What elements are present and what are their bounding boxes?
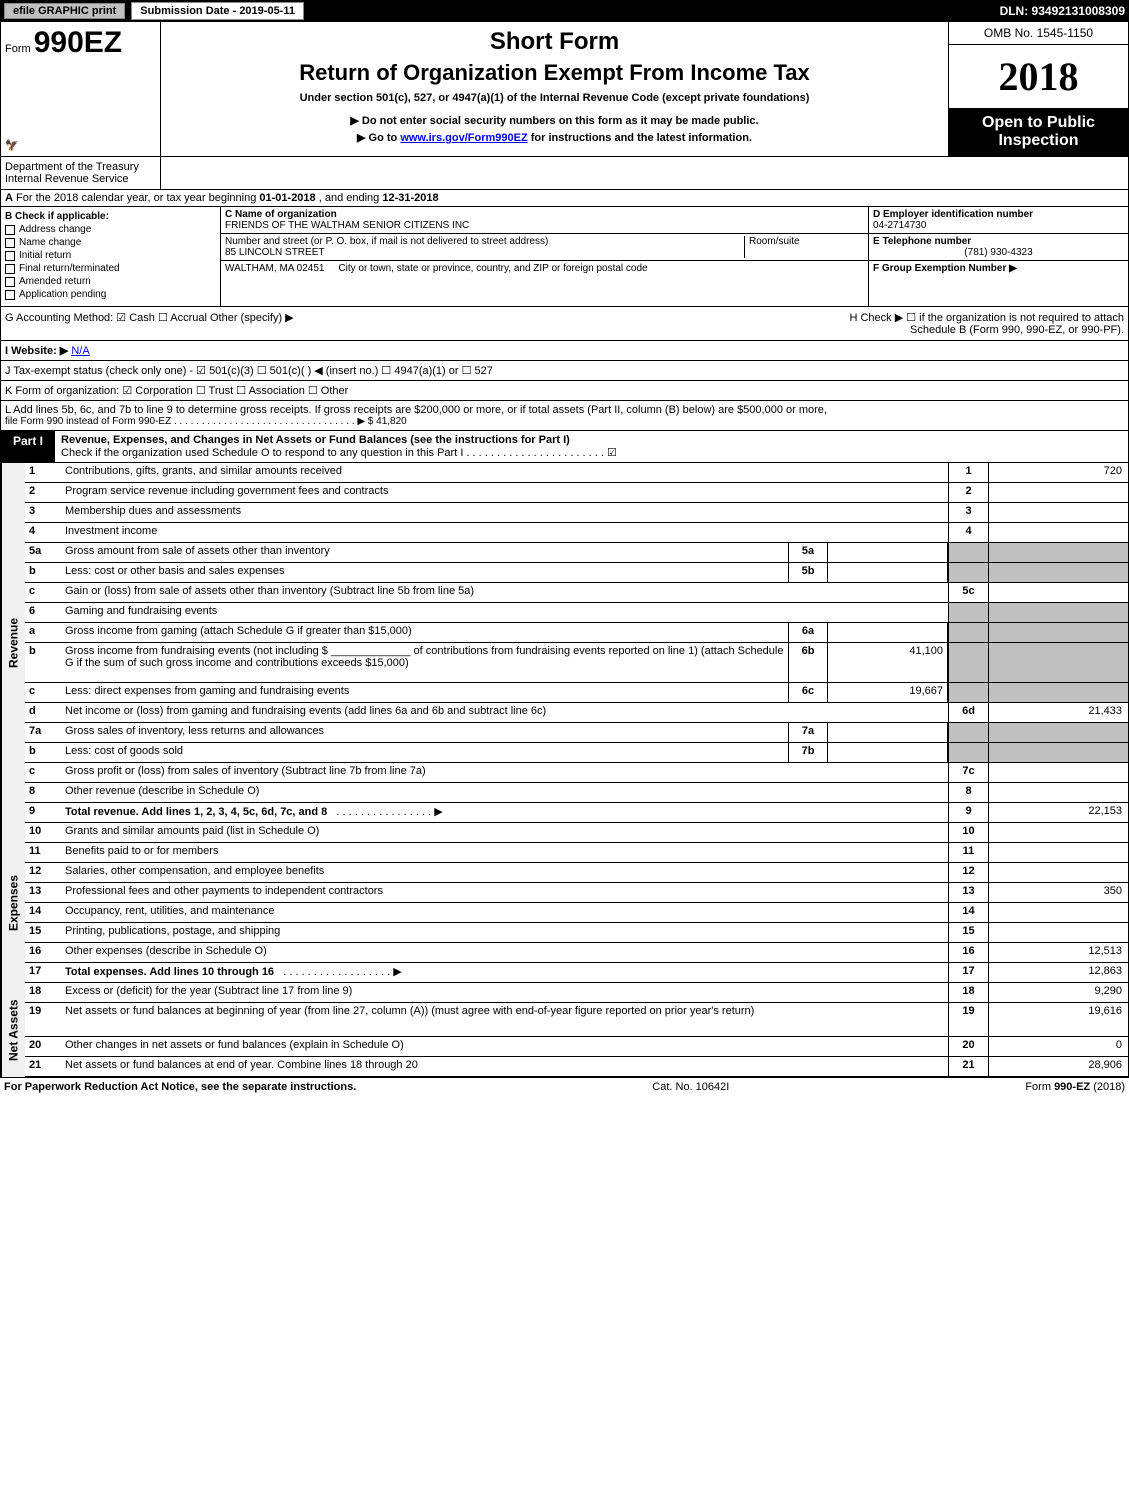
line-7a: 7aGross sales of inventory, less returns… <box>25 723 1128 743</box>
check-final-return[interactable]: Final return/terminated <box>5 263 216 274</box>
line-2: 2Program service revenue including gover… <box>25 483 1128 503</box>
line-10: 10Grants and similar amounts paid (list … <box>25 823 1128 843</box>
accounting-method: G Accounting Method: ☑ Cash ☐ Accrual Ot… <box>5 311 294 336</box>
line-5a: 5aGross amount from sale of assets other… <box>25 543 1128 563</box>
main-table: Revenue 1Contributions, gifts, grants, a… <box>0 463 1129 1077</box>
form-ref: Form 990-EZ (2018) <box>1025 1081 1125 1093</box>
dln: DLN: 93492131008309 <box>1000 4 1125 18</box>
short-form-title: Short Form <box>167 28 942 56</box>
line-17: 17Total expenses. Add lines 10 through 1… <box>25 963 1128 983</box>
subtitle: Under section 501(c), 527, or 4947(a)(1)… <box>167 92 942 104</box>
line-12: 12Salaries, other compensation, and empl… <box>25 863 1128 883</box>
line-6c: cLess: direct expenses from gaming and f… <box>25 683 1128 703</box>
top-bar: efile GRAPHIC print Submission Date - 20… <box>0 0 1129 22</box>
ein: 04-2714730 <box>873 220 926 231</box>
line-4: 4Investment income4 <box>25 523 1128 543</box>
org-street: 85 LINCOLN STREET <box>225 247 324 258</box>
line-1: 1Contributions, gifts, grants, and simil… <box>25 463 1128 483</box>
line-6a: aGross income from gaming (attach Schedu… <box>25 623 1128 643</box>
line-21: 21Net assets or fund balances at end of … <box>25 1057 1128 1077</box>
row-l: L Add lines 5b, 6c, and 7b to line 9 to … <box>0 401 1129 431</box>
cat-no: Cat. No. 10642I <box>652 1081 729 1093</box>
check-initial-return[interactable]: Initial return <box>5 250 216 261</box>
efile-print-button[interactable]: efile GRAPHIC print <box>4 3 125 19</box>
row-h: H Check ▶ ☐ if the organization is not r… <box>844 311 1124 336</box>
line-18: 18Excess or (deficit) for the year (Subt… <box>25 983 1128 1003</box>
expenses-section: Expenses 10Grants and similar amounts pa… <box>1 823 1128 983</box>
page-footer: For Paperwork Reduction Act Notice, see … <box>0 1077 1129 1096</box>
line-6d: dNet income or (loss) from gaming and fu… <box>25 703 1128 723</box>
row-k: K Form of organization: ☑ Corporation ☐ … <box>0 381 1129 401</box>
check-application-pending[interactable]: Application pending <box>5 289 216 300</box>
line-6b: bGross income from fundraising events (n… <box>25 643 1128 683</box>
omb-number: OMB No. 1545-1150 <box>949 22 1128 45</box>
check-amended-return[interactable]: Amended return <box>5 276 216 287</box>
check-address-change[interactable]: Address change <box>5 224 216 235</box>
check-name-change[interactable]: Name change <box>5 237 216 248</box>
line-8: 8Other revenue (describe in Schedule O)8 <box>25 783 1128 803</box>
expenses-label: Expenses <box>1 823 25 983</box>
line-9: 9Total revenue. Add lines 1, 2, 3, 4, 5c… <box>25 803 1128 823</box>
paperwork-notice: For Paperwork Reduction Act Notice, see … <box>4 1081 356 1093</box>
form-number: 990EZ <box>34 26 122 59</box>
part-1-header: Part I Revenue, Expenses, and Changes in… <box>0 431 1129 463</box>
line-11: 11Benefits paid to or for members11 <box>25 843 1128 863</box>
form-prefix: Form <box>5 43 31 55</box>
line-5b: bLess: cost or other basis and sales exp… <box>25 563 1128 583</box>
line-6: 6Gaming and fundraising events <box>25 603 1128 623</box>
revenue-label: Revenue <box>1 463 25 823</box>
tax-year: 2018 <box>949 45 1128 108</box>
main-title: Return of Organization Exempt From Incom… <box>167 60 942 86</box>
row-g-h: G Accounting Method: ☑ Cash ☐ Accrual Ot… <box>0 307 1129 341</box>
phone: (781) 930-4323 <box>873 247 1124 258</box>
row-i: I Website: ▶ N/A <box>0 341 1129 361</box>
line-19: 19Net assets or fund balances at beginni… <box>25 1003 1128 1037</box>
form-header: Form 990EZ 🦅 Short Form Return of Organi… <box>0 22 1129 157</box>
line-16: 16Other expenses (describe in Schedule O… <box>25 943 1128 963</box>
line-13: 13Professional fees and other payments t… <box>25 883 1128 903</box>
line-5c: cGain or (loss) from sale of assets othe… <box>25 583 1128 603</box>
instr-line-2: ▶ Go to www.irs.gov/Form990EZ for instru… <box>167 131 942 144</box>
instr-line-1: ▶ Do not enter social security numbers o… <box>167 114 942 127</box>
line-7c: cGross profit or (loss) from sales of in… <box>25 763 1128 783</box>
column-d-e-f: D Employer identification number04-27147… <box>868 207 1128 306</box>
dept-treasury: Department of the Treasury <box>5 161 156 173</box>
revenue-section: Revenue 1Contributions, gifts, grants, a… <box>1 463 1128 823</box>
line-3: 3Membership dues and assessments3 <box>25 503 1128 523</box>
line-7b: bLess: cost of goods sold7b <box>25 743 1128 763</box>
eagle-icon: 🦅 <box>5 139 156 152</box>
irs-link[interactable]: www.irs.gov/Form990EZ <box>400 132 527 144</box>
line-15: 15Printing, publications, postage, and s… <box>25 923 1128 943</box>
row-a: A For the 2018 calendar year, or tax yea… <box>0 190 1129 207</box>
website-link[interactable]: N/A <box>71 345 89 357</box>
irs-label: Internal Revenue Service <box>5 173 156 185</box>
section-b-to-f: B Check if applicable: Address change Na… <box>0 207 1129 307</box>
org-name: FRIENDS OF THE WALTHAM SENIOR CITIZENS I… <box>225 220 469 231</box>
netassets-section: Net Assets 18Excess or (deficit) for the… <box>1 983 1128 1077</box>
line-20: 20Other changes in net assets or fund ba… <box>25 1037 1128 1057</box>
submission-date: Submission Date - 2019-05-11 <box>131 2 304 20</box>
netassets-label: Net Assets <box>1 983 25 1077</box>
column-c: C Name of organizationFRIENDS OF THE WAL… <box>221 207 868 306</box>
org-city: WALTHAM, MA 02451 <box>225 263 324 274</box>
open-to-public: Open to Public Inspection <box>949 108 1128 156</box>
dept-row: Department of the Treasury Internal Reve… <box>0 157 1129 190</box>
column-b: B Check if applicable: Address change Na… <box>1 207 221 306</box>
line-14: 14Occupancy, rent, utilities, and mainte… <box>25 903 1128 923</box>
row-j: J Tax-exempt status (check only one) - ☑… <box>0 361 1129 381</box>
